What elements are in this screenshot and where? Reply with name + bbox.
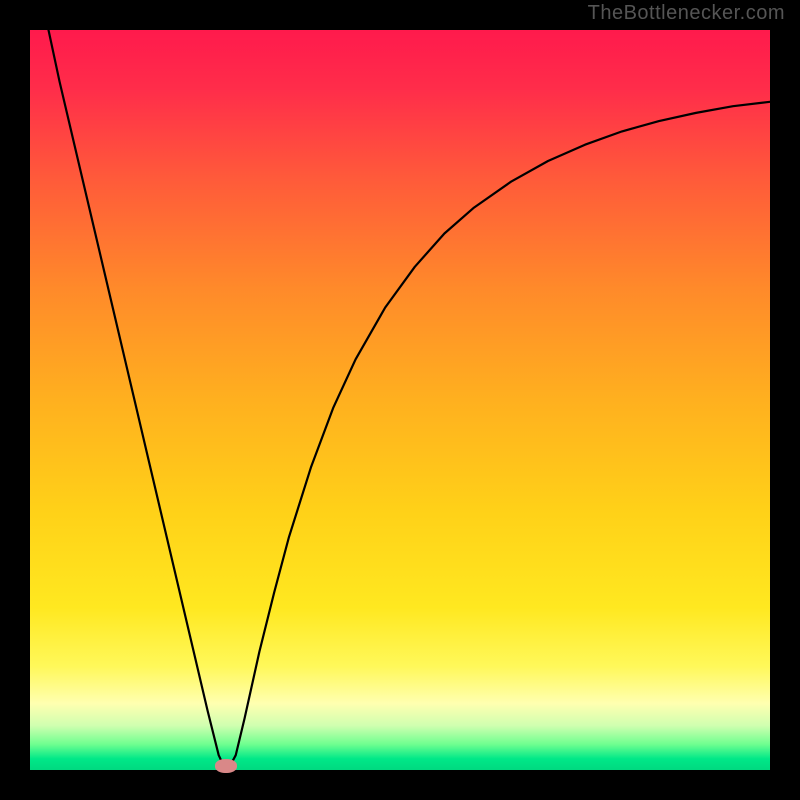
bottleneck-curve [30,30,770,770]
plot-area [30,30,770,770]
optimal-point-marker [215,759,237,773]
watermark: TheBottlenecker.com [588,2,785,25]
